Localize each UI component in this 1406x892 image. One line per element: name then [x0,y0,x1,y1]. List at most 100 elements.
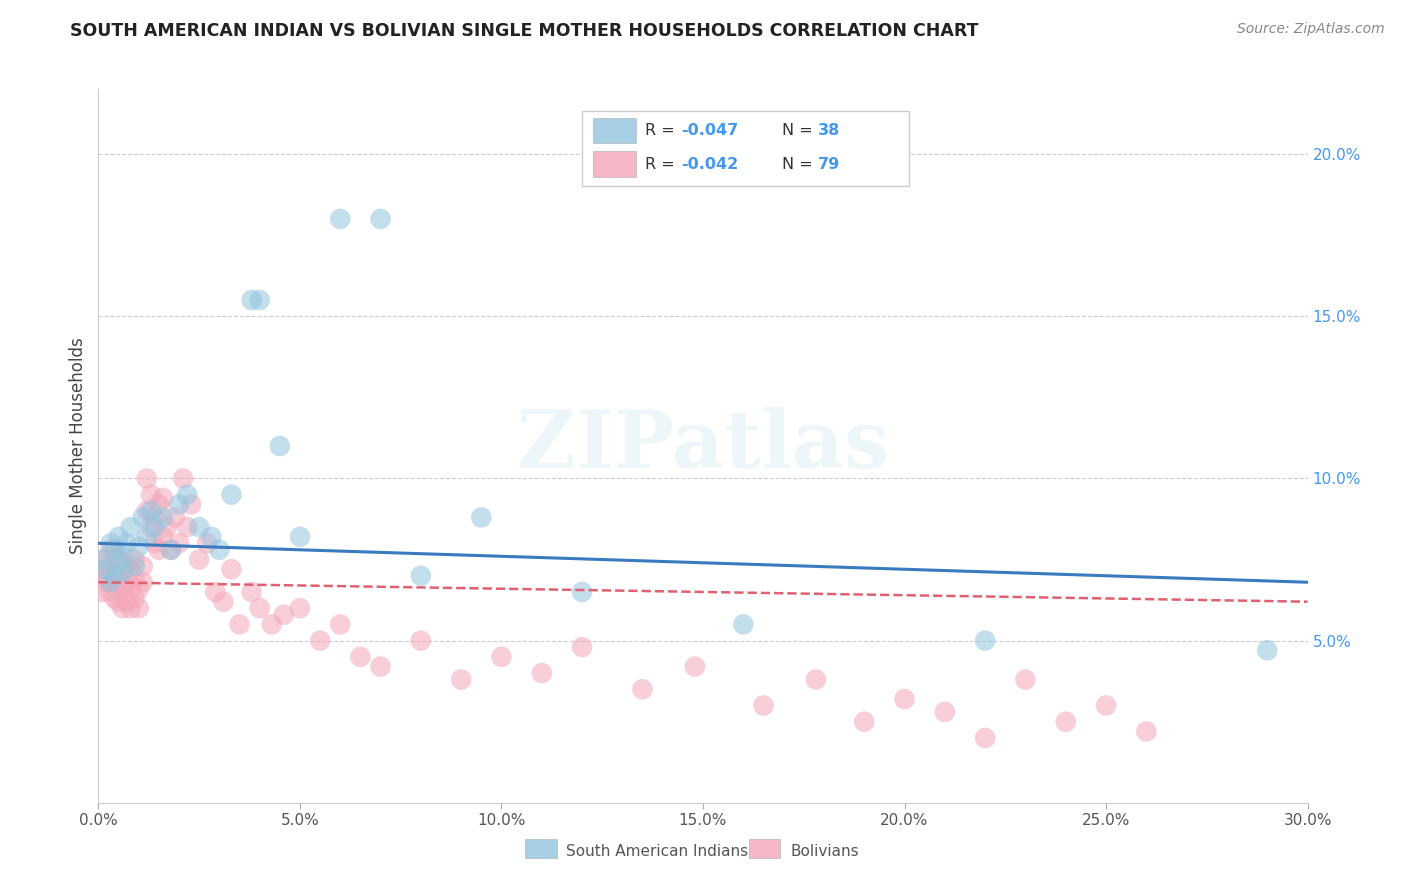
Point [107,556,129,570]
Text: Bolivians: Bolivians [790,844,859,859]
Text: South American Indians: South American Indians [567,844,748,859]
Point [100,585,122,599]
Point [143,536,166,550]
FancyBboxPatch shape [526,839,557,858]
Point [91,562,114,576]
Point [103,568,125,582]
Point [349,649,371,664]
Point [288,530,311,544]
Point [107,575,129,590]
Text: R =: R = [645,123,681,138]
Point [120,601,142,615]
Point [100,542,122,557]
Point [208,542,231,557]
Point [152,491,174,505]
Point [128,540,150,554]
Point [143,520,166,534]
Point [96,562,118,576]
Text: -0.042: -0.042 [682,157,738,171]
Text: 38: 38 [818,123,841,138]
Point [100,575,122,590]
Point [124,552,146,566]
Point [1135,724,1157,739]
Point [188,552,211,566]
Point [132,559,155,574]
Point [103,591,125,606]
Point [103,549,125,564]
FancyBboxPatch shape [593,118,637,144]
Point [176,488,198,502]
Point [124,591,146,606]
Point [103,568,125,582]
Point [120,582,142,596]
Point [91,552,114,566]
Point [103,542,125,557]
Point [107,595,129,609]
Point [167,536,190,550]
Point [249,601,271,615]
Point [135,504,157,518]
Point [631,682,654,697]
Point [132,575,155,590]
Point [152,530,174,544]
Point [893,692,915,706]
Point [148,497,170,511]
Point [120,562,142,576]
Point [470,510,492,524]
Point [934,705,956,719]
Point [1256,643,1278,657]
Point [733,617,755,632]
Point [135,530,157,544]
Point [288,601,311,615]
Text: 79: 79 [818,157,841,171]
Point [329,211,352,226]
Point [329,617,352,632]
Point [804,673,827,687]
Point [96,575,118,590]
Point [176,520,198,534]
Point [124,559,146,574]
Point [115,556,138,570]
Point [132,510,155,524]
Text: -0.047: -0.047 [682,123,738,138]
Point [450,673,472,687]
Text: N =: N = [782,123,817,138]
FancyBboxPatch shape [582,111,908,186]
Text: SOUTH AMERICAN INDIAN VS BOLIVIAN SINGLE MOTHER HOUSEHOLDS CORRELATION CHART: SOUTH AMERICAN INDIAN VS BOLIVIAN SINGLE… [70,22,979,40]
Point [100,536,122,550]
Point [571,585,593,599]
Point [370,211,392,226]
Point [571,640,593,654]
Point [221,562,243,576]
Point [974,731,997,745]
Point [163,510,186,524]
Point [228,617,250,632]
Point [240,585,263,599]
Point [269,439,291,453]
Point [107,530,129,544]
Point [530,666,553,681]
Point [974,633,997,648]
Text: N =: N = [782,157,817,171]
Point [111,566,134,580]
FancyBboxPatch shape [749,839,780,858]
Point [1095,698,1118,713]
Point [160,542,183,557]
Point [115,575,138,590]
Text: Source: ZipAtlas.com: Source: ZipAtlas.com [1237,22,1385,37]
Point [249,293,271,307]
Point [128,601,150,615]
Point [221,488,243,502]
Point [115,536,138,550]
Point [143,510,166,524]
Point [491,649,513,664]
Point [370,659,392,673]
Point [1014,673,1036,687]
Point [172,471,194,485]
Point [96,568,118,582]
Point [139,520,162,534]
Point [200,530,222,544]
Point [409,633,432,648]
Point [1054,714,1077,729]
Point [212,595,235,609]
